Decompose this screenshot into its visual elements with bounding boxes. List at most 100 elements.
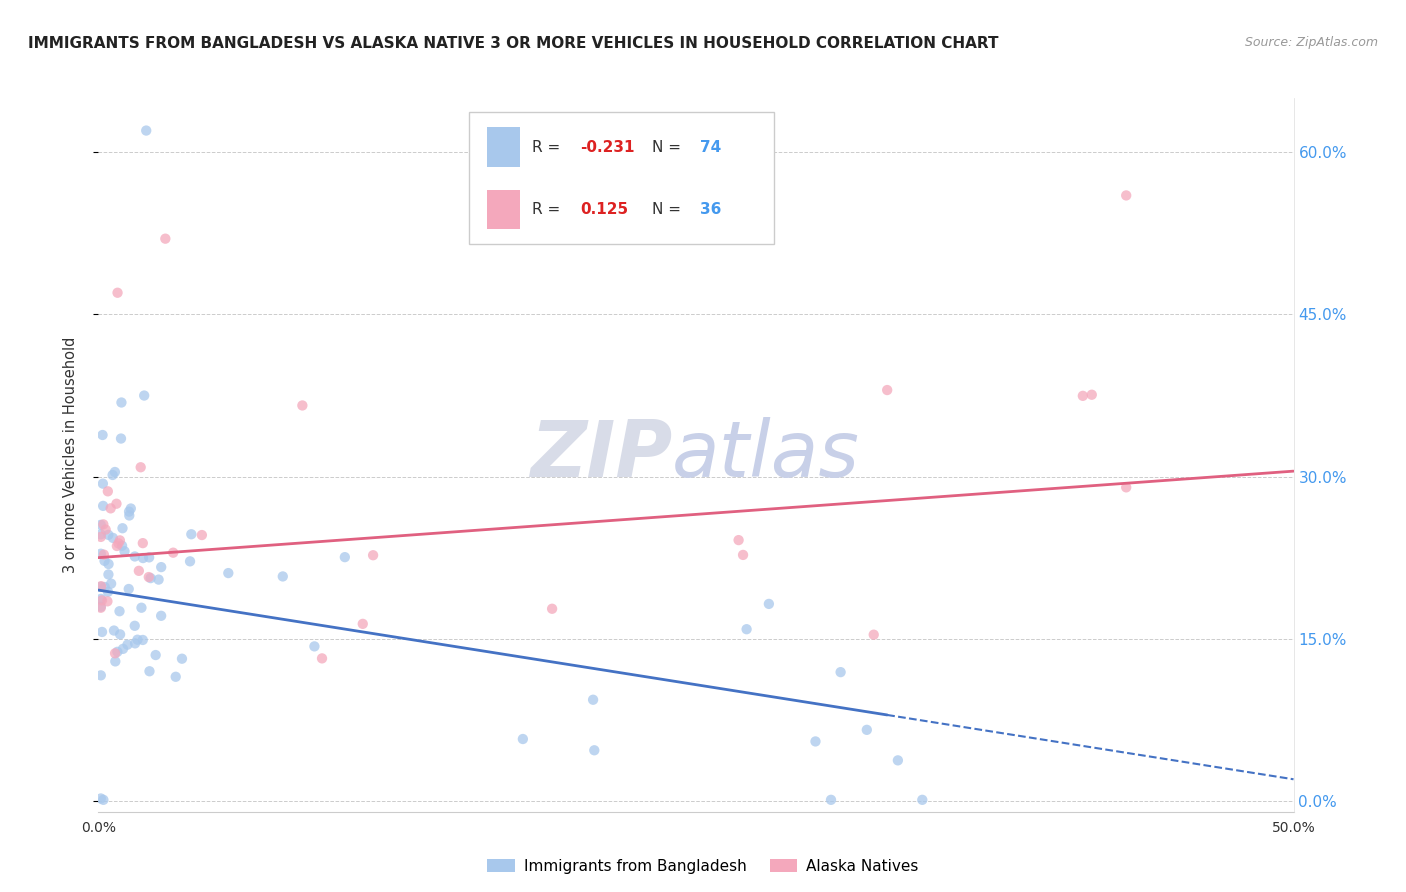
Point: [90, 517, 112, 532]
Point: [132, 551, 155, 566]
Point: [856, 723, 879, 737]
Point: [217, 566, 239, 580]
Point: [148, 573, 170, 587]
Point: [94, 580, 117, 594]
Point: [104, 654, 127, 668]
Point: [101, 531, 124, 545]
Point: [352, 616, 374, 631]
Point: [120, 501, 142, 516]
Point: [128, 564, 150, 578]
FancyBboxPatch shape: [470, 112, 773, 244]
Point: [118, 508, 141, 523]
Point: [291, 399, 314, 413]
Point: [132, 632, 155, 647]
Text: 36: 36: [700, 202, 721, 218]
Point: [96, 594, 118, 608]
Point: [129, 460, 152, 475]
Point: [541, 601, 564, 615]
Point: [90, 600, 112, 615]
Point: [179, 554, 201, 568]
Point: [134, 388, 156, 402]
Point: [804, 734, 827, 748]
Point: [145, 648, 167, 662]
Point: [104, 646, 127, 660]
Point: [131, 600, 153, 615]
Point: [155, 232, 177, 246]
Point: [107, 536, 129, 550]
Point: [117, 638, 139, 652]
Point: [132, 536, 155, 550]
Point: [1115, 480, 1137, 494]
Point: [1081, 388, 1104, 402]
Point: [93, 554, 115, 568]
Text: IMMIGRANTS FROM BANGLADESH VS ALASKA NATIVE 3 OR MORE VEHICLES IN HOUSEHOLD CORR: IMMIGRANTS FROM BANGLADESH VS ALASKA NAT…: [28, 36, 998, 51]
Point: [1115, 188, 1137, 202]
FancyBboxPatch shape: [486, 190, 520, 229]
Point: [820, 793, 842, 807]
Point: [90, 591, 112, 606]
Point: [93, 548, 115, 562]
Point: [830, 665, 852, 680]
Point: [111, 521, 134, 535]
Point: [191, 528, 214, 542]
Point: [105, 645, 128, 659]
Text: N =: N =: [652, 202, 686, 218]
Point: [105, 497, 128, 511]
Point: [862, 628, 884, 642]
Point: [124, 636, 146, 650]
Point: [107, 285, 129, 300]
Point: [91, 517, 114, 532]
Text: N =: N =: [652, 140, 686, 155]
Point: [583, 743, 606, 757]
Point: [97, 484, 120, 499]
Point: [139, 571, 162, 585]
Point: [150, 560, 173, 574]
Point: [271, 569, 294, 583]
Text: 74: 74: [700, 140, 721, 155]
Point: [138, 550, 160, 565]
FancyBboxPatch shape: [486, 128, 520, 167]
Point: [97, 567, 120, 582]
Point: [94, 523, 117, 537]
Point: [124, 619, 146, 633]
Point: [104, 465, 127, 479]
Point: [90, 593, 112, 607]
Point: [114, 544, 136, 558]
Point: [124, 549, 146, 564]
Point: [90, 579, 112, 593]
Point: [127, 632, 149, 647]
Point: [333, 550, 356, 565]
Point: [876, 383, 898, 397]
Point: [887, 753, 910, 767]
Point: [90, 668, 112, 682]
Y-axis label: 3 or more Vehicles in Household: 3 or more Vehicles in Household: [63, 337, 77, 573]
Point: [110, 432, 132, 446]
Text: R =: R =: [533, 202, 565, 218]
Point: [91, 476, 114, 491]
Point: [91, 428, 114, 442]
Point: [361, 548, 384, 562]
Point: [90, 527, 112, 541]
Point: [727, 533, 749, 548]
Point: [758, 597, 780, 611]
Point: [180, 527, 202, 541]
Point: [582, 692, 605, 706]
Point: [108, 604, 131, 618]
Point: [118, 582, 141, 596]
Point: [170, 651, 193, 665]
Point: [735, 622, 758, 636]
Point: [311, 651, 333, 665]
Point: [100, 576, 122, 591]
Point: [731, 548, 754, 562]
Point: [91, 499, 114, 513]
Point: [111, 539, 134, 553]
Legend: Immigrants from Bangladesh, Alaska Natives: Immigrants from Bangladesh, Alaska Nativ…: [481, 853, 925, 880]
Point: [97, 528, 120, 542]
Text: atlas: atlas: [672, 417, 860, 493]
Point: [911, 793, 934, 807]
Point: [108, 627, 131, 641]
Point: [90, 580, 112, 594]
Text: R =: R =: [533, 140, 565, 155]
Point: [304, 640, 326, 654]
Point: [103, 624, 125, 638]
